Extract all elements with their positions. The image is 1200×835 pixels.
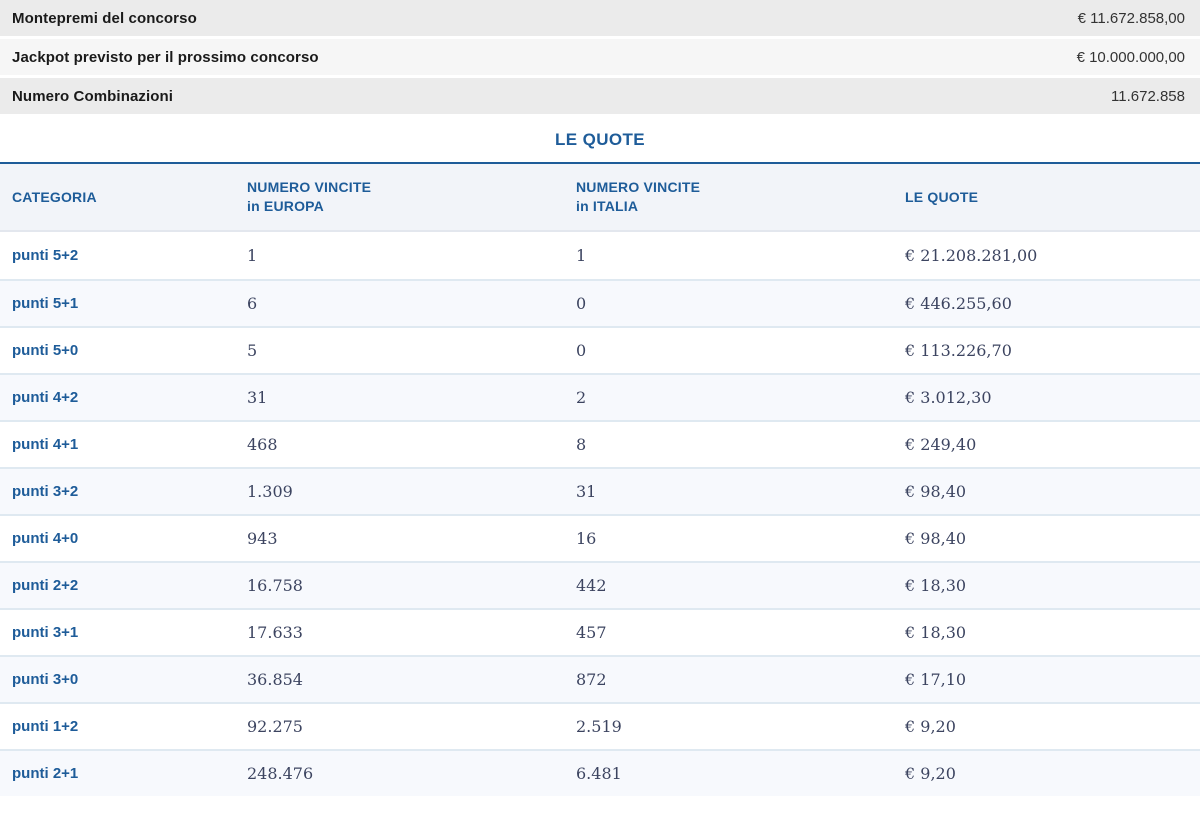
cell-vincite-italia: 0 [576,341,587,360]
cell-categoria: punti 5+1 [12,295,79,312]
column-header-line: in EUROPA [247,198,324,214]
cell-categoria: punti 3+1 [12,624,79,641]
cell-vincite-italia: 442 [576,576,607,595]
cell-vincite-europa: 17.633 [247,623,303,642]
cell-vincite-italia: 16 [576,529,597,548]
summary-section: Montepremi del concorso € 11.672.858,00 … [0,0,1200,114]
cell-vincite-europa: 248.476 [247,764,314,783]
cell-vincite-italia: 6.481 [576,764,622,783]
cell-vincite-italia: 0 [576,294,587,313]
cell-vincite-italia: 2.519 [576,717,622,736]
section-title: LE QUOTE [554,129,646,149]
cell-vincite-europa: 6 [247,294,258,313]
cell-quota: € 9,20 [905,717,956,736]
column-header-line: NUMERO VINCITE [576,179,701,195]
table-row: punti 5+1 6 0 € 446.255,60 [0,279,1200,326]
column-header-line: CATEGORIA [12,188,97,205]
table-row: punti 4+0 943 16 € 98,40 [0,514,1200,561]
table-row: punti 5+0 5 0 € 113.226,70 [0,326,1200,373]
cell-quota: € 98,40 [905,529,967,548]
summary-value: 11.672.858 [1111,87,1185,105]
cell-categoria: punti 4+1 [12,436,79,453]
cell-categoria: punti 3+0 [12,671,79,688]
table-header: CATEGORIA NUMERO VINCITE in EUROPA NUMER… [0,164,1200,232]
summary-label: Jackpot previsto per il prossimo concors… [12,48,319,66]
summary-row: Montepremi del concorso € 11.672.858,00 [0,0,1200,36]
table-row: punti 3+1 17.633 457 € 18,30 [0,608,1200,655]
cell-categoria: punti 4+0 [12,530,79,547]
cell-quota: € 18,30 [905,576,967,595]
table-row: punti 2+1 248.476 6.481 € 9,20 [0,749,1200,796]
column-header-quote: LE QUOTE [905,188,1200,207]
summary-label: Numero Combinazioni [12,87,174,105]
table-body: punti 5+2 1 1 € 21.208.281,00 punti 5+1 … [0,232,1200,796]
table-row: punti 3+2 1.309 31 € 98,40 [0,467,1200,514]
summary-value: € 10.000.000,00 [1076,48,1185,66]
column-header-line: in ITALIA [576,198,639,214]
cell-quota: € 18,30 [905,623,967,642]
summary-row: Jackpot previsto per il prossimo concors… [0,39,1200,75]
cell-quota: € 9,20 [905,764,956,783]
cell-quota: € 446.255,60 [905,294,1012,313]
cell-quota: € 249,40 [905,435,977,454]
cell-quota: € 21.208.281,00 [905,246,1038,265]
cell-vincite-europa: 943 [247,529,278,548]
section-title-wrap: LE QUOTE [0,117,1200,162]
summary-value: € 11.672.858,00 [1077,9,1185,27]
cell-categoria: punti 2+1 [12,765,79,782]
cell-vincite-europa: 5 [247,341,258,360]
cell-quota: € 3.012,30 [905,388,992,407]
cell-vincite-europa: 1 [247,246,258,265]
cell-vincite-italia: 457 [576,623,607,642]
summary-label: Montepremi del concorso [12,9,197,27]
cell-vincite-europa: 92.275 [247,717,303,736]
summary-row: Numero Combinazioni 11.672.858 [0,78,1200,114]
cell-vincite-europa: 1.309 [247,482,293,501]
section-divider [0,162,1200,164]
cell-categoria: punti 5+2 [12,247,79,264]
table-row: punti 2+2 16.758 442 € 18,30 [0,561,1200,608]
column-header-vincite-italia: NUMERO VINCITE in ITALIA [576,178,905,216]
cell-vincite-europa: 468 [247,435,278,454]
column-header-categoria: CATEGORIA [12,188,247,207]
cell-vincite-europa: 31 [247,388,268,407]
table-row: punti 4+1 468 8 € 249,40 [0,420,1200,467]
cell-categoria: punti 2+2 [12,577,79,594]
cell-vincite-europa: 16.758 [247,576,303,595]
cell-vincite-italia: 2 [576,388,587,407]
cell-categoria: punti 5+0 [12,342,79,359]
cell-categoria: punti 4+2 [12,389,79,406]
column-header-line: NUMERO VINCITE [247,179,372,195]
cell-categoria: punti 3+2 [12,483,79,500]
table-row: punti 1+2 92.275 2.519 € 9,20 [0,702,1200,749]
cell-quota: € 17,10 [905,670,967,689]
column-header-vincite-europa: NUMERO VINCITE in EUROPA [247,178,576,216]
cell-vincite-italia: 872 [576,670,607,689]
quote-table: CATEGORIA NUMERO VINCITE in EUROPA NUMER… [0,164,1200,796]
table-row: punti 3+0 36.854 872 € 17,10 [0,655,1200,702]
cell-vincite-italia: 1 [576,246,587,265]
table-row: punti 4+2 31 2 € 3.012,30 [0,373,1200,420]
cell-categoria: punti 1+2 [12,718,79,735]
cell-vincite-europa: 36.854 [247,670,303,689]
column-header-line: LE QUOTE [905,188,979,205]
cell-vincite-italia: 8 [576,435,587,454]
cell-vincite-italia: 31 [576,482,597,501]
cell-quota: € 113.226,70 [905,341,1012,360]
cell-quota: € 98,40 [905,482,967,501]
table-row: punti 5+2 1 1 € 21.208.281,00 [0,232,1200,279]
